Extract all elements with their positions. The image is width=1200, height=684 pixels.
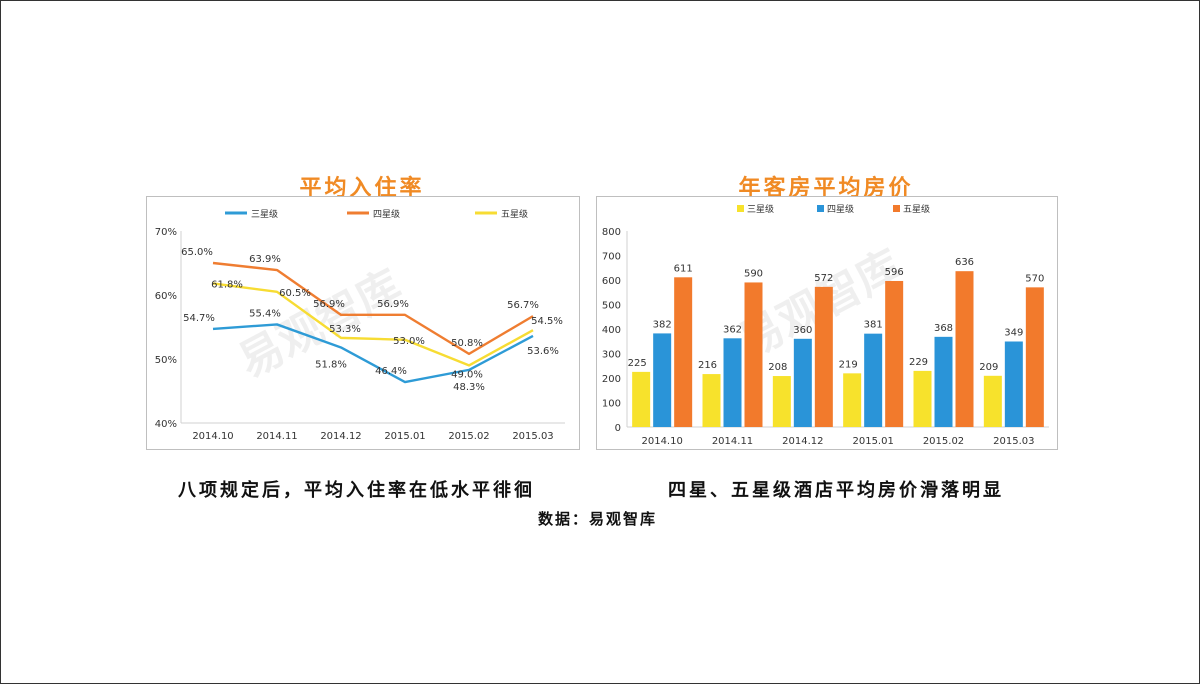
data-label: 60.5%: [279, 288, 311, 299]
y-tick-label: 400: [602, 325, 621, 336]
x-tick-label: 2015.03: [512, 431, 553, 442]
y-tick-label: 300: [602, 350, 621, 361]
y-tick-label: 40%: [155, 419, 177, 430]
data-label: 63.9%: [249, 254, 281, 265]
series-line-三星级: [212, 323, 534, 384]
bar-五星级: [814, 286, 833, 427]
data-label: 54.7%: [183, 313, 215, 324]
bar-value-label: 216: [698, 360, 717, 371]
bar-value-label: 636: [955, 257, 974, 268]
bar-value-label: 349: [1004, 327, 1023, 338]
bar-value-label: 382: [653, 319, 672, 330]
bar-三星级: [843, 373, 862, 427]
legend-swatch: [893, 205, 900, 212]
bar-value-label: 368: [934, 323, 953, 334]
bar-五星级: [1025, 287, 1044, 427]
series-line-四星级: [212, 261, 534, 356]
legend-label: 四星级: [373, 208, 400, 220]
bar-value-label: 590: [744, 268, 763, 279]
left-caption: 八项规定后，平均入住率在低水平徘徊: [178, 480, 535, 501]
x-tick-label: 2015.02: [448, 431, 489, 442]
bar-value-label: 570: [1025, 273, 1044, 284]
bar-五星级: [955, 271, 974, 427]
line-chart-panel: 易观智库 40% 50% 60% 70% 2014.10 2014.11 2014.12 201…: [146, 196, 580, 450]
legend-swatch: [737, 205, 744, 212]
y-tick-label: 100: [602, 399, 621, 410]
bar-value-label: 572: [814, 273, 833, 284]
bar-value-label: 362: [723, 324, 742, 335]
data-label: 48.3%: [453, 382, 485, 393]
bar-chart: 易观智库01002003004005006007008002014.102014…: [602, 203, 1049, 447]
bar-value-label: 225: [628, 358, 647, 369]
data-label: 53.3%: [329, 324, 361, 335]
legend-label: 五星级: [501, 208, 528, 220]
data-label: 56.9%: [313, 299, 345, 310]
legend-label: 三星级: [251, 208, 278, 220]
bar-五星级: [744, 282, 763, 427]
bar-四星级: [864, 333, 883, 427]
bar-三星级: [772, 376, 791, 427]
bar-四星级: [723, 338, 742, 427]
bar-四星级: [793, 338, 812, 427]
data-label: 49.0%: [451, 369, 483, 380]
bar-value-label: 219: [839, 359, 858, 370]
bar-三星级: [983, 375, 1002, 427]
y-tick-label: 0: [615, 423, 621, 434]
right-caption: 四星、五星级酒店平均房价滑落明显: [668, 480, 1004, 501]
legend-label: 五星级: [903, 203, 930, 215]
x-tick-label: 2014.12: [320, 431, 361, 442]
data-label: 65.0%: [181, 247, 213, 258]
x-tick-label: 2015.02: [923, 436, 964, 447]
bar-value-label: 596: [885, 267, 904, 278]
x-tick-label: 2014.11: [712, 436, 753, 447]
series-line-五星级: [212, 282, 534, 367]
data-label: 46.4%: [375, 366, 407, 377]
data-label: 56.9%: [377, 299, 409, 310]
source-note: 数据：易观智库: [538, 510, 658, 528]
y-tick-label: 60%: [155, 291, 177, 302]
bar-三星级: [913, 370, 932, 427]
legend-label: 四星级: [827, 203, 854, 215]
y-tick-label: 500: [602, 301, 621, 312]
x-tick-label: 2014.10: [641, 436, 682, 447]
bar-五星级: [674, 277, 693, 427]
bar-四星级: [1004, 341, 1023, 427]
bar-chart-panel: 易观智库01002003004005006007008002014.102014…: [596, 196, 1058, 450]
x-tick-label: 2015.03: [993, 436, 1034, 447]
data-label: 56.7%: [507, 300, 539, 311]
bar-value-label: 381: [864, 320, 883, 331]
y-tick-label: 200: [602, 374, 621, 385]
bar-value-label: 360: [793, 325, 812, 336]
x-tick-label: 2014.12: [782, 436, 823, 447]
bar-三星级: [632, 371, 651, 427]
legend-label: 三星级: [747, 203, 774, 215]
data-label: 53.0%: [393, 336, 425, 347]
bar-value-label: 229: [909, 357, 928, 368]
bar-三星级: [702, 374, 721, 427]
y-tick-label: 70%: [155, 227, 177, 238]
data-label: 51.8%: [315, 359, 347, 370]
bar-value-label: 208: [768, 362, 787, 373]
bar-五星级: [885, 280, 904, 427]
x-tick-label: 2014.10: [192, 431, 233, 442]
y-tick-label: 800: [602, 227, 621, 238]
bar-四星级: [934, 336, 953, 427]
bar-四星级: [653, 333, 672, 427]
data-label: 61.8%: [211, 279, 243, 290]
bar-value-label: 209: [979, 362, 998, 373]
x-tick-label: 2015.01: [852, 436, 893, 447]
data-label: 55.4%: [249, 308, 281, 319]
data-label: 53.6%: [527, 346, 559, 357]
data-label: 54.5%: [531, 316, 563, 327]
y-tick-label: 50%: [155, 355, 177, 366]
y-tick-label: 600: [602, 276, 621, 287]
legend-swatch: [817, 205, 824, 212]
bar-value-label: 611: [674, 263, 693, 274]
data-label: 50.8%: [451, 338, 483, 349]
x-tick-label: 2015.01: [384, 431, 425, 442]
y-tick-label: 700: [602, 252, 621, 263]
x-tick-label: 2014.11: [256, 431, 297, 442]
